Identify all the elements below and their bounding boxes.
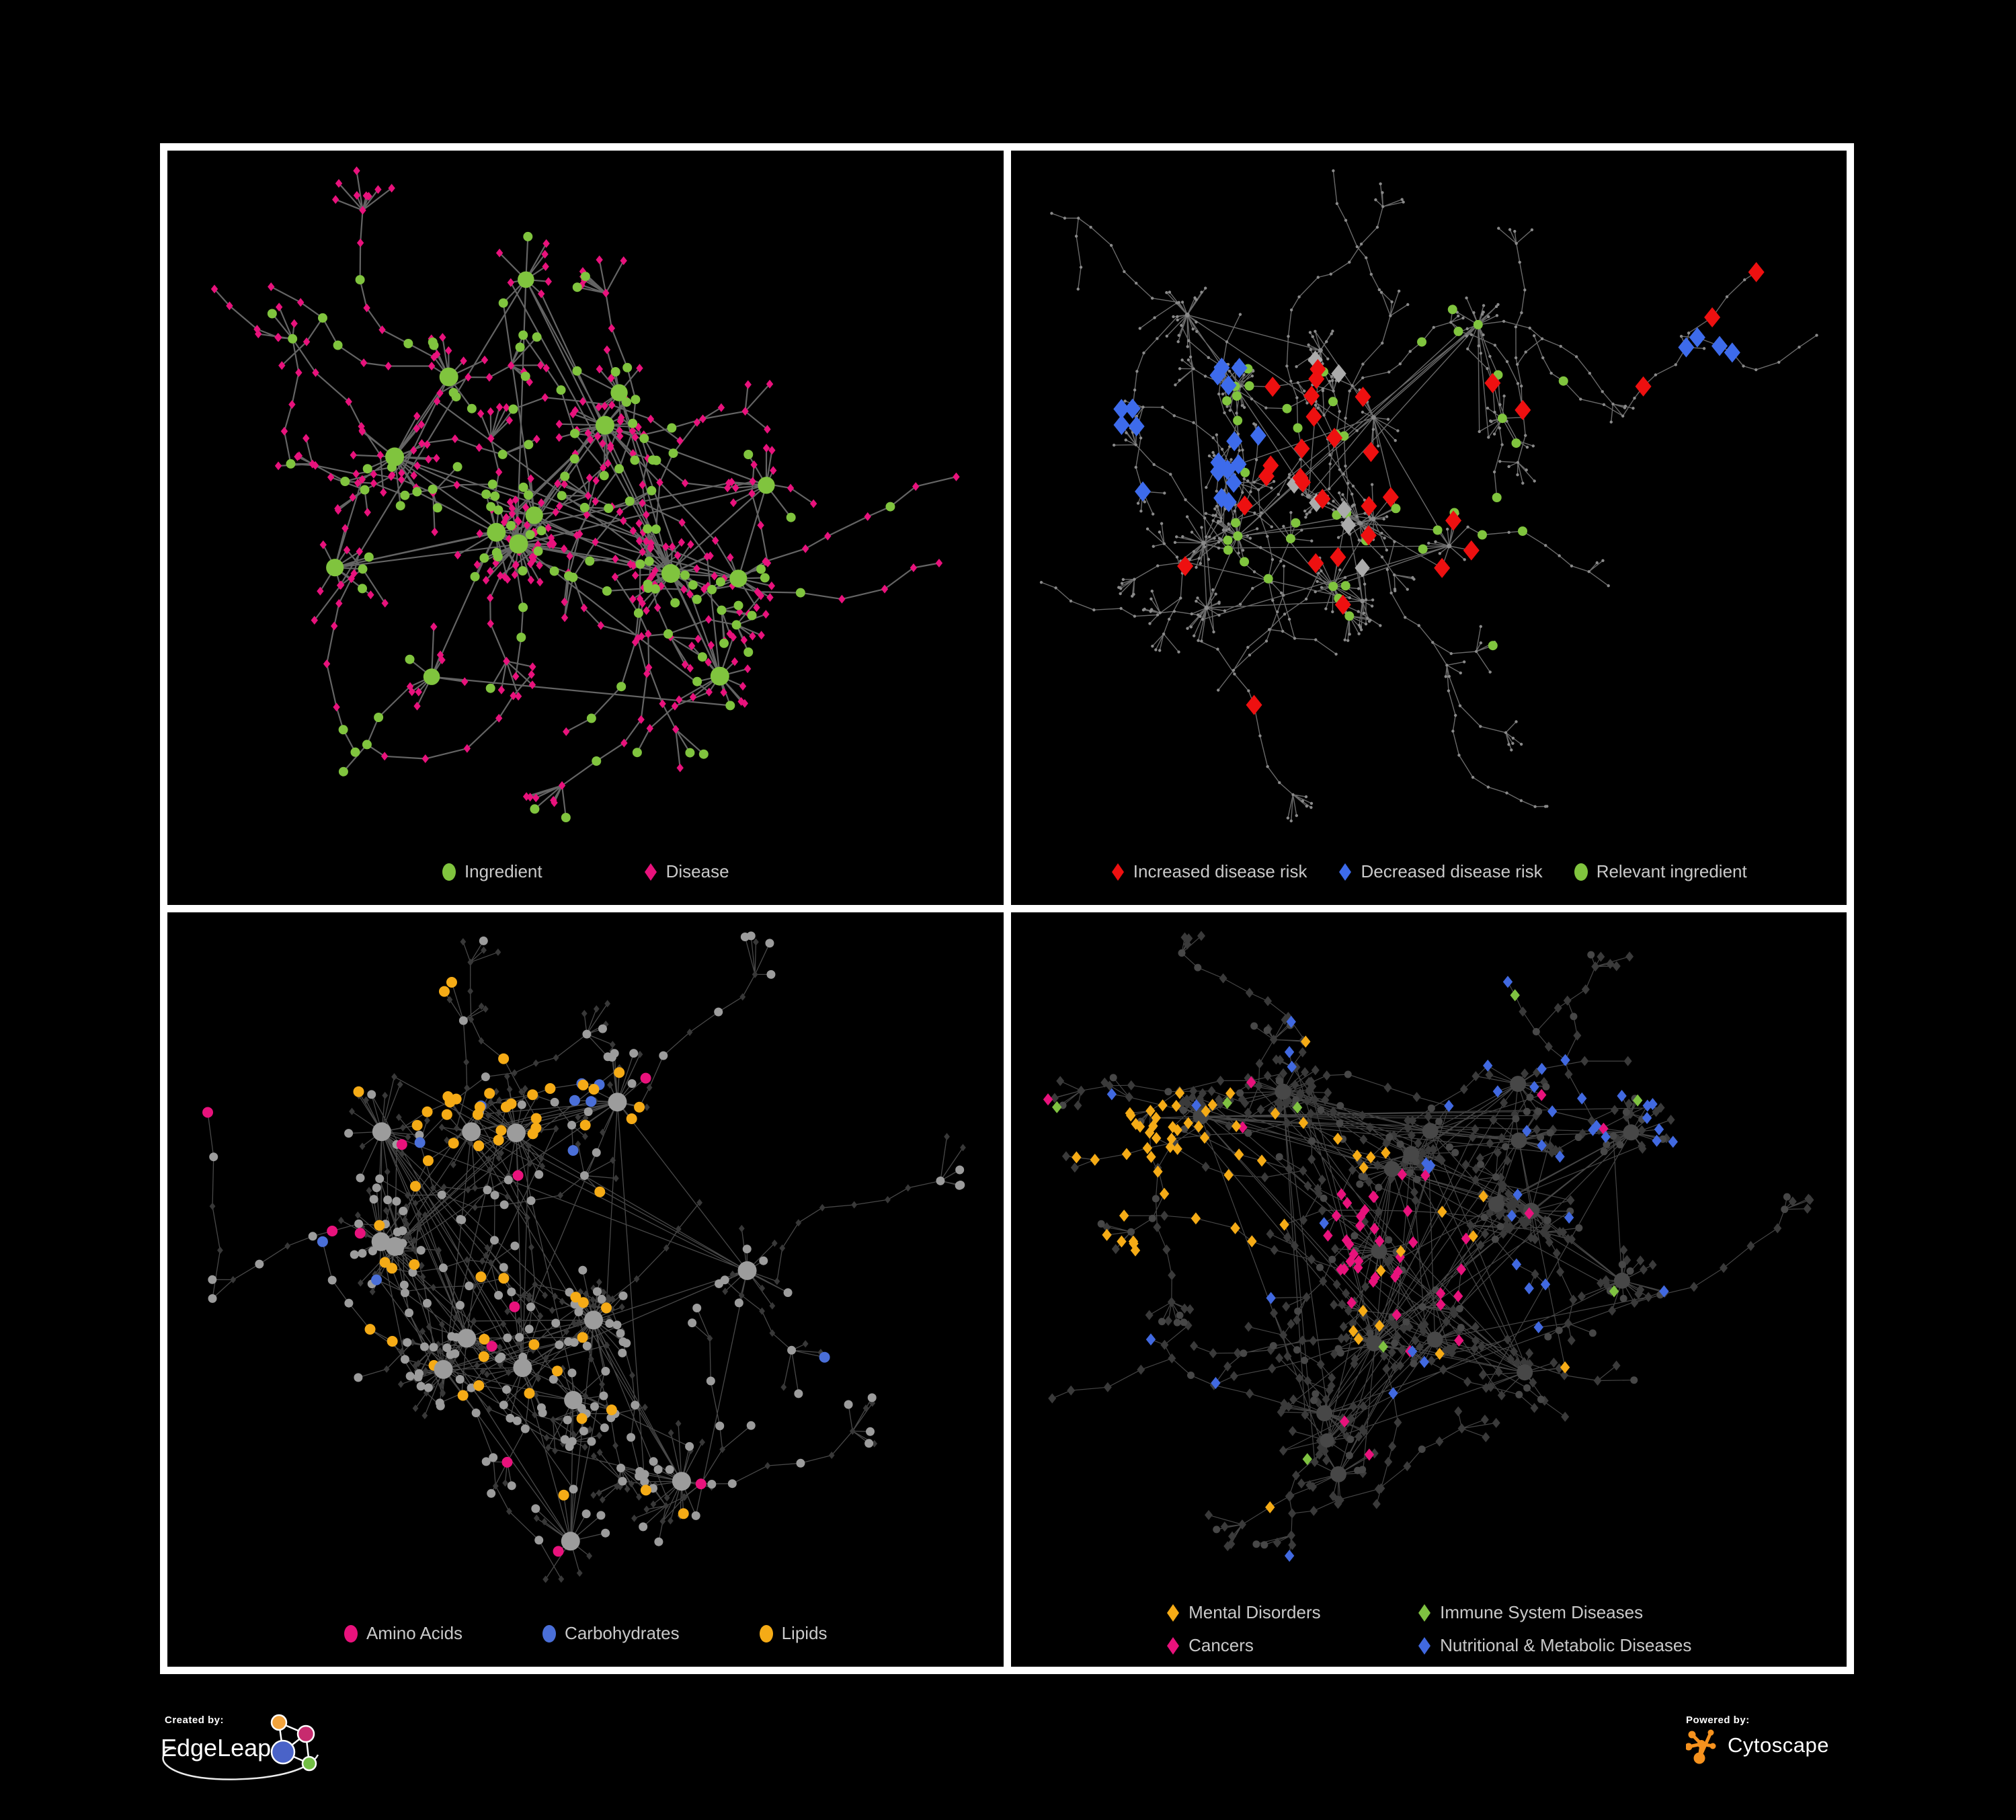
legend-label: Immune System Diseases <box>1440 1602 1644 1622</box>
edgeleap-logo: EdgeLeap <box>161 1714 319 1780</box>
edgeleap-node-orange <box>270 1714 288 1731</box>
legend-item-increased-disease-risk: Increased disease risk <box>1111 861 1307 882</box>
circle-marker <box>442 863 456 881</box>
powered-by-label: Powered by: <box>1686 1714 1750 1726</box>
network-graph-disease-risk <box>1039 169 1818 823</box>
legend-disease-risk: Increased disease risk Decreased disease … <box>1011 861 1847 882</box>
diamond-marker <box>1339 863 1352 881</box>
figure-grid: Ingredient Disease Increased disease risk… <box>160 143 1854 1674</box>
circle-marker <box>1574 863 1588 881</box>
legend-item-nutritional-metabolic-diseases: Nutritional & Metabolic Diseases <box>1417 1635 1691 1656</box>
legend-item-amino-acids: Amino Acids <box>344 1623 462 1644</box>
circle-marker <box>542 1624 557 1643</box>
edgeleap-node-green <box>301 1755 317 1772</box>
edgeleap-credit: Created by: EdgeLeap <box>159 1712 334 1789</box>
network-graph-nutrient-classes <box>202 931 966 1583</box>
legend-ingredient-disease: Ingredient Disease <box>167 861 1004 882</box>
cytoscape-credit: Powered by: Cytoscape <box>1686 1712 1968 1789</box>
panel-nutrient-classes: Amino Acids Carbohydrates Lipids <box>167 912 1004 1667</box>
legend-label: Decreased disease risk <box>1361 861 1543 881</box>
legend-item-ingredient: Ingredient <box>442 861 542 882</box>
legend-label: Disease <box>666 861 729 881</box>
circle-marker <box>759 1624 773 1643</box>
network-graph-disease-categories <box>1043 931 1814 1562</box>
legend-item-lipids: Lipids <box>759 1623 828 1644</box>
legend-item-cancers: Cancers <box>1166 1635 1417 1656</box>
legend-label: Relevant ingredient <box>1596 861 1747 881</box>
legend-label: Nutritional & Metabolic Diseases <box>1440 1635 1692 1655</box>
legend-label: Increased disease risk <box>1133 861 1307 881</box>
diamond-marker <box>1167 1636 1180 1655</box>
cytoscape-logo-row: Cytoscape <box>1686 1727 1829 1764</box>
created-by-label: Created by: <box>165 1714 225 1726</box>
network-graph-ingredient-disease <box>210 166 960 822</box>
diamond-marker <box>1418 1636 1431 1655</box>
circle-marker <box>344 1624 358 1643</box>
legend-item-disease: Disease <box>643 861 729 882</box>
edgeleap-node-blue <box>270 1739 296 1765</box>
panel-disease-risk: Increased disease risk Decreased disease … <box>1010 151 1847 905</box>
legend-label: Carbohydrates <box>565 1623 680 1643</box>
edgeleap-swoosh <box>162 1747 319 1780</box>
edgeleap-node-magenta <box>296 1725 315 1743</box>
legend-item-relevant-ingredient: Relevant ingredient <box>1574 861 1747 882</box>
legend-label: Ingredient <box>464 861 542 881</box>
legend-label: Cancers <box>1188 1635 1254 1655</box>
legend-item-decreased-disease-risk: Decreased disease risk <box>1338 861 1543 882</box>
diamond-marker <box>1167 1604 1180 1622</box>
legend-label: Mental Disorders <box>1188 1602 1321 1622</box>
legend-item-mental-disorders: Mental Disorders <box>1166 1602 1417 1623</box>
legend-label: Amino Acids <box>366 1623 463 1643</box>
legend-label: Lipids <box>781 1623 828 1643</box>
panel-ingredient-disease: Ingredient Disease <box>167 151 1004 905</box>
diamond-marker <box>1418 1604 1431 1622</box>
edgeleap-wordmark: EdgeLeap <box>161 1734 271 1762</box>
panel-disease-categories: Mental Disorders Immune System Diseases Ca… <box>1010 912 1847 1667</box>
cytoscape-wordmark: Cytoscape <box>1728 1733 1829 1757</box>
cytoscape-logo <box>1686 1729 1716 1764</box>
diamond-marker <box>644 863 657 881</box>
legend-item-immune-system-diseases: Immune System Diseases <box>1417 1602 1691 1623</box>
legend-disease-categories: Mental Disorders Immune System Diseases Ca… <box>1011 1602 1847 1656</box>
legend-nutrient-classes: Amino Acids Carbohydrates Lipids <box>167 1623 1004 1644</box>
legend-item-carbohydrates: Carbohydrates <box>542 1623 680 1644</box>
diamond-marker <box>1111 863 1124 881</box>
